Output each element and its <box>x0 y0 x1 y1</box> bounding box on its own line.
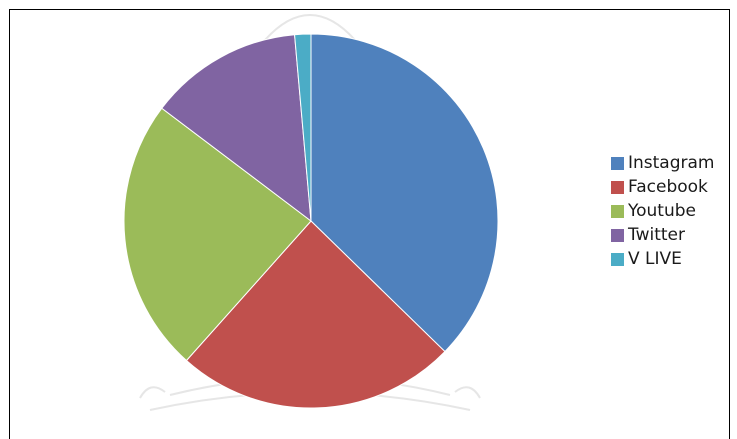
legend-label-youtube: Youtube <box>628 201 696 221</box>
legend-item-instagram: Instagram <box>611 151 715 175</box>
legend-swatch-twitter <box>611 228 624 242</box>
pie-slice-facebook <box>185 220 446 409</box>
pie-slice-twitter <box>161 34 312 223</box>
pie-slice-youtube <box>123 107 312 362</box>
legend-label-instagram: Instagram <box>628 153 715 173</box>
pie-chart <box>123 33 499 409</box>
legend-swatch-facebook <box>611 180 624 194</box>
legend-item-twitter: Twitter <box>611 223 715 247</box>
legend-item-youtube: Youtube <box>611 199 715 223</box>
pie-slice-v-live <box>294 33 312 222</box>
legend-item-v-live: V LIVE <box>611 247 715 271</box>
legend-item-facebook: Facebook <box>611 175 715 199</box>
chart-legend: Instagram Facebook Youtube Twitter V LIV… <box>611 151 715 271</box>
legend-label-v-live: V LIVE <box>628 249 682 269</box>
legend-label-facebook: Facebook <box>628 177 708 197</box>
pie-slice-instagram <box>310 33 499 353</box>
legend-swatch-v-live <box>611 252 624 266</box>
chart-frame <box>9 9 730 439</box>
legend-swatch-instagram <box>611 156 624 170</box>
legend-swatch-youtube <box>611 204 624 218</box>
legend-label-twitter: Twitter <box>628 225 685 245</box>
